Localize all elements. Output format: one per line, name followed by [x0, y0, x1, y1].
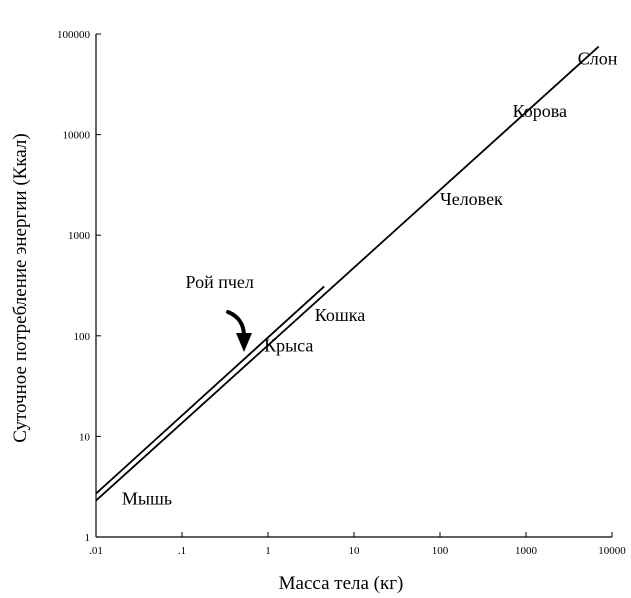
arrow-icon	[226, 310, 246, 338]
annotation-label: Корова	[513, 101, 567, 121]
y-axis-label: Суточное потребление энергии (Ккал)	[10, 133, 31, 442]
x-tick-label: 100	[432, 545, 449, 557]
series-line-1	[95, 45, 600, 502]
x-tick-label: .1	[178, 545, 186, 557]
y-tick-label: 10000	[63, 130, 91, 142]
x-tick-label: 10000	[598, 545, 626, 557]
x-tick-label: 1	[265, 545, 271, 557]
x-tick-label: .01	[89, 545, 103, 557]
series-line-2	[95, 285, 325, 495]
annotation-label: Рой пчел	[186, 272, 254, 292]
arrowhead-icon	[236, 333, 252, 352]
annotation-label: Крыса	[264, 335, 313, 355]
x-tick-label: 10	[349, 545, 361, 557]
annotation-label: Кошка	[315, 305, 365, 325]
y-tick-label: 1	[85, 532, 91, 544]
y-tick-label: 100	[74, 331, 91, 343]
annotation-label: Мышь	[122, 489, 172, 509]
y-tick-label: 1000	[68, 230, 91, 242]
y-tick-label: 100000	[57, 29, 91, 41]
annotation-label: Человек	[440, 189, 503, 209]
x-axis-label: Масса тела (кг)	[279, 573, 404, 594]
x-tick-label: 1000	[515, 545, 538, 557]
y-tick-label: 10	[79, 431, 91, 443]
annotation-label: Слон	[578, 48, 618, 68]
